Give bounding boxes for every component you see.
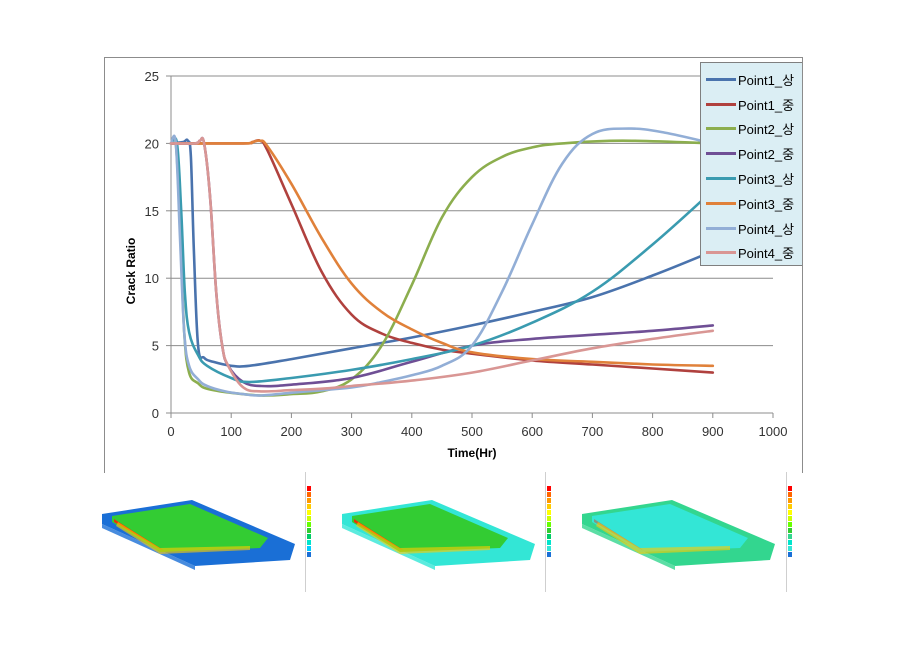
x-axis-title: Time(Hr): [447, 446, 496, 460]
axes: 0 5 10 15 20 25 0 100 200 300 400 500 600 700 800 900 10…: [145, 69, 788, 439]
y-tick-label: 10: [145, 271, 159, 286]
legend-item: Point2_상: [701, 117, 802, 142]
legend-swatch: [706, 77, 736, 81]
series-lines: [169, 127, 715, 397]
legend-item: Point2_중: [701, 141, 802, 166]
legend-item: Point1_상: [701, 67, 802, 92]
x-tick-label: 700: [582, 424, 604, 439]
x-tick-label: 900: [702, 424, 724, 439]
contour-plot-2: [340, 472, 580, 594]
series-line-Point1_중: [169, 138, 715, 374]
x-tick-label: 0: [167, 424, 174, 439]
legend-swatch: [706, 226, 736, 230]
legend-label: Point4_상: [738, 221, 795, 237]
y-tick-label: 0: [152, 406, 159, 421]
x-tick-label: 600: [521, 424, 543, 439]
series-line-Point4_상: [169, 127, 715, 397]
x-tick-label: 300: [341, 424, 363, 439]
contour-color-legend: [305, 472, 320, 592]
legend-label: Point3_상: [738, 172, 795, 188]
x-tick-label: 500: [461, 424, 483, 439]
series-line-Point4_중: [169, 136, 715, 393]
x-tick-label: 100: [220, 424, 242, 439]
legend-label: Point2_중: [738, 147, 795, 163]
legend-item: Point3_상: [701, 166, 802, 191]
legend-label: Point1_중: [738, 97, 795, 113]
contour-plot-3: [580, 472, 820, 594]
chart-frame: 0 5 10 15 20 25 0 100 200 300 400 500 600 700 800 900 10…: [104, 57, 803, 473]
x-tick-label: 800: [642, 424, 664, 439]
x-tick-label: 200: [281, 424, 303, 439]
series-line-Point3_중: [169, 139, 715, 368]
series-line-Point2_상: [169, 135, 715, 397]
gridlines: [171, 75, 773, 347]
y-tick-label: 20: [145, 136, 159, 151]
legend-label: Point2_상: [738, 122, 795, 138]
legend-item: Point3_중: [701, 191, 802, 216]
legend-label: Point1_상: [738, 72, 795, 88]
chart-legend: Point1_상 Point1_중 Point2_상 Point2_중 Point3_상…: [700, 62, 802, 266]
y-tick-label: 25: [145, 69, 159, 84]
contour-color-legend: [545, 472, 560, 592]
legend-swatch: [706, 201, 736, 205]
x-tick-label: 400: [401, 424, 423, 439]
legend-label: Point4_중: [738, 246, 795, 262]
line-chart: 0 5 10 15 20 25 0 100 200 300 400 500 600 700 800 900 10…: [124, 69, 788, 460]
legend-swatch: [706, 152, 736, 156]
series-line-Point1_상: [169, 138, 715, 368]
series-line-Point3_상: [169, 136, 715, 384]
legend-swatch: [706, 127, 736, 131]
y-axis-title: Crack Ratio: [124, 238, 138, 305]
legend-label: Point3_중: [738, 196, 795, 212]
y-tick-label: 15: [145, 204, 159, 219]
contour-color-legend: [786, 472, 801, 592]
legend-swatch: [706, 251, 736, 255]
y-tick-label: 5: [152, 339, 159, 354]
legend-item: Point1_중: [701, 92, 802, 117]
contour-plot-1: [100, 472, 340, 594]
x-tick-label: 1000: [759, 424, 788, 439]
legend-item: Point4_상: [701, 216, 802, 241]
legend-item: Point4_중: [701, 241, 802, 266]
legend-swatch: [706, 102, 736, 106]
legend-swatch: [706, 177, 736, 181]
